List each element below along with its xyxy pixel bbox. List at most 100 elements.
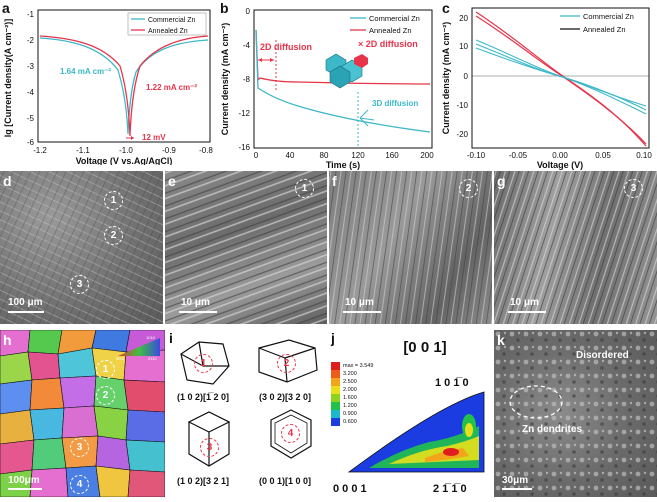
h-mark-3: 3 <box>70 438 89 457</box>
panel-j-label: j <box>331 330 335 346</box>
c-legend-annealed: Annealed Zn <box>583 25 626 34</box>
b-xtick-2: 80 <box>320 151 329 160</box>
panel-a-frame <box>37 9 211 143</box>
b-ylabel: Current density (mA cm⁻²) <box>220 23 230 135</box>
a-ylabel: lg [Current density(A cm⁻²)] <box>3 19 13 137</box>
b-legend-commercial: Commercial Zn <box>369 14 420 23</box>
panel-b-chart: 0 -4 -8 -12 -16 0 40 80 120 160 200 Time… <box>220 7 434 170</box>
h-key-2110: 2110 <box>148 356 157 360</box>
panel-e-sem-image: e 1 10 μm <box>165 171 327 324</box>
b-ytick-0: 0 <box>246 7 251 16</box>
j-scale-5: 1.200 <box>343 403 357 409</box>
h-key-1010: 1010 <box>146 335 156 340</box>
i-caption-1: (1 0 2)[1̅ 2 0] <box>177 392 229 402</box>
h-scale-text: 100μm <box>8 475 40 486</box>
f-scale-text: 10 μm <box>345 297 374 308</box>
j-corner-left: 0 0 0 1 <box>333 483 367 495</box>
panel-i: (1 0 2)[1̅ 2 0] (3 0 2)[3 2 0] (1 0 2)[3… <box>167 330 327 497</box>
j-scale-1: 3.200 <box>343 371 357 377</box>
a-curve-annealed <box>39 35 209 137</box>
c-legend-commercial: Commercial Zn <box>583 12 634 21</box>
panel-i-label: i <box>169 330 173 346</box>
g-scale-text: 10 μm <box>510 297 539 308</box>
f-scalebar <box>343 311 381 313</box>
c-curve-commercial-3 <box>475 47 647 115</box>
c-ytick-2: 0 <box>464 72 469 81</box>
panel-k-sem-image: k Disordered Zn dendrites 30μm <box>494 330 657 497</box>
c-ylabel: Current density (mA cm⁻²) <box>441 22 451 134</box>
panel-f-sem-image: f 2 10 μm <box>329 171 492 324</box>
panel-a: -1 -2 -3 -4 -5 -6 -1.2 -1.1 -1.0 -0.9 -0… <box>0 0 215 166</box>
panel-k-texture <box>494 330 657 497</box>
a-annot-annealed: 1.22 mA cm⁻² <box>146 83 197 92</box>
a-xtick-0: -1.2 <box>33 146 47 155</box>
a-xtick-3: -0.9 <box>162 146 176 155</box>
panel-c-frame <box>471 7 650 149</box>
a-annot-shift: 12 mV <box>142 133 166 142</box>
e-mark-1: 1 <box>295 179 314 198</box>
panel-d-sem-image: d 1 2 3 100 μm <box>0 171 163 324</box>
a-ytick-1: -2 <box>27 36 35 45</box>
c-curve-annealed-2 <box>475 15 647 145</box>
k-scale-text: 30μm <box>502 475 529 486</box>
b-legend <box>346 12 430 36</box>
e-scalebar <box>179 311 217 313</box>
d-mark-3: 3 <box>70 275 89 294</box>
c-xtick-3: 0.05 <box>595 151 611 160</box>
panel-k-label: k <box>497 332 505 348</box>
panel-j: [0 0 1] max = 3.549 3.200 2.500 2.000 1.… <box>329 330 492 497</box>
j-corner-top: 1 0 1̅ 0 <box>435 377 469 389</box>
j-scale-4: 1.600 <box>343 395 357 401</box>
b-xtick-4: 160 <box>385 151 399 160</box>
c-xtick-2: 0.00 <box>552 151 568 160</box>
panel-b: 0 -4 -8 -12 -16 0 40 80 120 160 200 Time… <box>218 0 440 170</box>
j-corner-right: 2 1̅ 1̅ 0 <box>433 483 467 495</box>
a-legend-annealed: Annealed Zn <box>148 28 188 35</box>
b-annot-x2d: × 2D diffusion <box>358 39 418 49</box>
e-scale-text: 10 μm <box>181 297 210 308</box>
i-mark-3: 3 <box>200 438 219 457</box>
panel-c-label: c <box>442 0 450 16</box>
c-xtick-0: -0.10 <box>467 151 486 160</box>
panel-d-label: d <box>3 173 12 189</box>
k-dendrite-highlight <box>509 385 563 419</box>
k-annot-disordered: Disordered <box>576 350 629 361</box>
h-mark-1: 1 <box>96 360 115 379</box>
b-curve-annealed <box>255 29 431 85</box>
j-title: [0 0 1] <box>403 339 446 356</box>
a-annot-commercial: 1.64 mA cm⁻² <box>60 67 111 76</box>
b-xtick-3: 120 <box>351 151 365 160</box>
j-scale-6: 0.900 <box>343 411 357 417</box>
b-ytick-2: -8 <box>243 75 251 84</box>
i-mark-4: 4 <box>281 424 300 443</box>
a-xtick-4: -0.8 <box>199 146 213 155</box>
j-color-scale <box>331 362 340 426</box>
panel-f-label: f <box>332 173 337 189</box>
c-ytick-4: -20 <box>456 130 468 139</box>
f-mark-2: 2 <box>459 179 478 198</box>
panel-g-label: g <box>497 173 506 189</box>
a-ytick-0: -1 <box>27 10 35 19</box>
panel-a-chart: -1 -2 -3 -4 -5 -6 -1.2 -1.1 -1.0 -0.9 -0… <box>3 9 213 166</box>
c-xtick-1: -0.05 <box>509 151 528 160</box>
c-xtick-4: 0.10 <box>636 151 652 160</box>
panel-a-label: a <box>2 0 10 16</box>
a-ytick-2: -3 <box>27 62 35 71</box>
a-xlabel: Voltage (V vs.Ag/AgCl) <box>76 156 173 165</box>
b-hex-crystal-icon <box>325 53 368 89</box>
d-scalebar <box>8 311 44 313</box>
panel-b-label: b <box>220 0 229 16</box>
panel-c: 20 10 0 -10 -20 -0.10 -0.05 0.00 0.05 0.… <box>440 0 657 170</box>
k-scalebar <box>502 488 532 490</box>
h-key-0001: 0001 <box>116 356 126 360</box>
j-scale-2: 2.500 <box>343 379 357 385</box>
b-ytick-1: -4 <box>243 41 251 50</box>
d-scale-text: 100 μm <box>8 297 43 308</box>
panel-c-chart: 20 10 0 -10 -20 -0.10 -0.05 0.00 0.05 0.… <box>441 7 652 170</box>
i-caption-3: (1 0 2)[3 2 1] <box>177 476 229 486</box>
d-mark-1: 1 <box>104 191 123 210</box>
i-caption-2: (3 0 2)[3 2 0] <box>259 392 311 402</box>
i-mark-1: 1 <box>194 354 213 373</box>
a-legend <box>127 12 207 36</box>
a-xtick-1: -1.1 <box>76 146 90 155</box>
